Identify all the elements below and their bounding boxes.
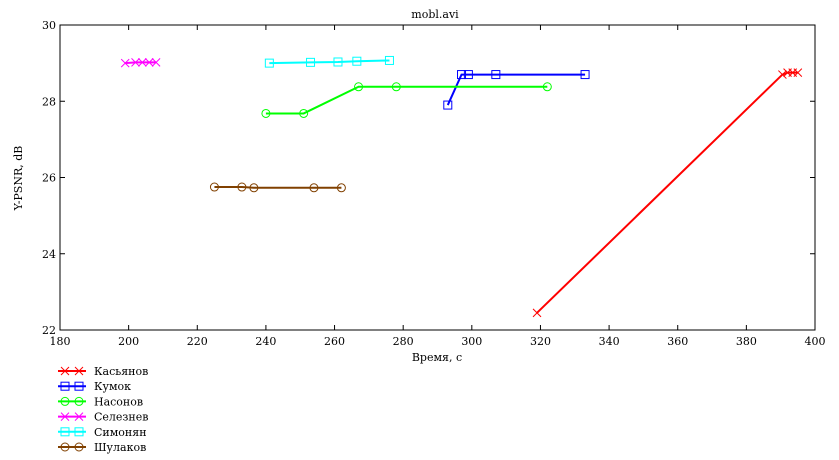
data-point (120, 58, 130, 68)
legend-label: Шулаков (94, 441, 146, 454)
plot-area (59, 24, 816, 331)
data-point (336, 183, 346, 193)
data-point (131, 58, 140, 67)
data-point (306, 57, 316, 67)
legend-marker (60, 442, 70, 452)
legend-marker (60, 381, 70, 391)
chart-title: mobl.avi (411, 8, 459, 21)
data-point (333, 57, 343, 67)
data-point (532, 308, 542, 318)
series-line (269, 59, 390, 65)
data-point (237, 182, 247, 192)
x-tick-label: 200 (118, 335, 139, 348)
legend-marker (74, 427, 84, 437)
legend-marker (74, 366, 84, 376)
legend-marker (74, 381, 84, 391)
legend-label: Симонян (94, 426, 147, 439)
legend-label: Касьянов (94, 365, 148, 378)
legend-marker (74, 442, 84, 452)
series (443, 70, 590, 110)
legend-marker (74, 396, 84, 406)
data-point (151, 58, 161, 67)
legend-entry: Касьянов (58, 365, 148, 378)
x-tick-label: 340 (599, 335, 620, 348)
legend-marker (60, 366, 70, 376)
y-tick-label: 24 (42, 248, 56, 261)
y-tick-label: 30 (42, 19, 56, 32)
data-point (778, 70, 787, 79)
series-line (446, 73, 586, 106)
data-point (354, 82, 364, 92)
data-point (352, 56, 362, 66)
series (532, 68, 803, 318)
y-tick-label: 28 (42, 95, 56, 108)
legend-entry: Шулаков (58, 441, 146, 454)
series (264, 55, 394, 68)
legend-marker (74, 412, 84, 421)
x-tick-label: 300 (461, 335, 482, 348)
data-point (463, 70, 473, 80)
y-tick-label: 22 (42, 324, 56, 337)
data-point (249, 183, 259, 193)
axis-ticks: 180 200 220 240 260 280 300 320 340 360 380 400 22 24… (42, 19, 826, 348)
legend-marker (60, 427, 70, 437)
x-tick-label: 320 (530, 335, 551, 348)
legend-entry: Селезнев (58, 411, 148, 424)
x-tick-label: 180 (50, 335, 71, 348)
data-point (384, 55, 394, 65)
legend: Касьянов Кумок Насонов Селезнев Симонян Шулак… (58, 365, 148, 454)
data-point (580, 70, 590, 80)
legend-label: Кумок (94, 380, 131, 393)
data-point (299, 108, 309, 118)
x-tick-label: 400 (805, 335, 826, 348)
data-point (391, 82, 401, 92)
x-axis-label: Время, с (412, 351, 462, 364)
series-layer (120, 55, 803, 318)
data-point (209, 182, 219, 192)
series-line (214, 186, 342, 189)
x-tick-label: 360 (667, 335, 688, 348)
legend-label: Насонов (94, 395, 143, 408)
data-point (491, 70, 501, 80)
legend-entry: Симонян (58, 426, 147, 439)
legend-label: Селезнев (94, 411, 148, 424)
legend-entry: Кумок (58, 380, 131, 393)
data-point (309, 183, 319, 193)
data-point (542, 82, 552, 92)
data-point (261, 108, 271, 118)
series-line (125, 61, 157, 65)
series (209, 182, 346, 193)
legend-marker (60, 412, 70, 421)
x-tick-label: 220 (187, 335, 208, 348)
data-point (138, 58, 147, 67)
legend-entry: Насонов (58, 395, 143, 408)
x-tick-label: 240 (255, 335, 276, 348)
y-axis-label: Y-PSNR, dB (12, 146, 25, 212)
data-point (144, 58, 154, 67)
series (261, 82, 552, 118)
x-tick-label: 380 (736, 335, 757, 348)
x-tick-label: 260 (324, 335, 345, 348)
data-point (264, 58, 274, 68)
x-tick-label: 280 (393, 335, 414, 348)
series-line (265, 85, 548, 115)
data-point (793, 68, 803, 78)
series-line (536, 71, 798, 314)
data-point (457, 70, 467, 80)
data-point (443, 100, 453, 110)
series (120, 58, 161, 68)
legend-marker (60, 396, 70, 406)
y-tick-label: 26 (42, 172, 56, 185)
